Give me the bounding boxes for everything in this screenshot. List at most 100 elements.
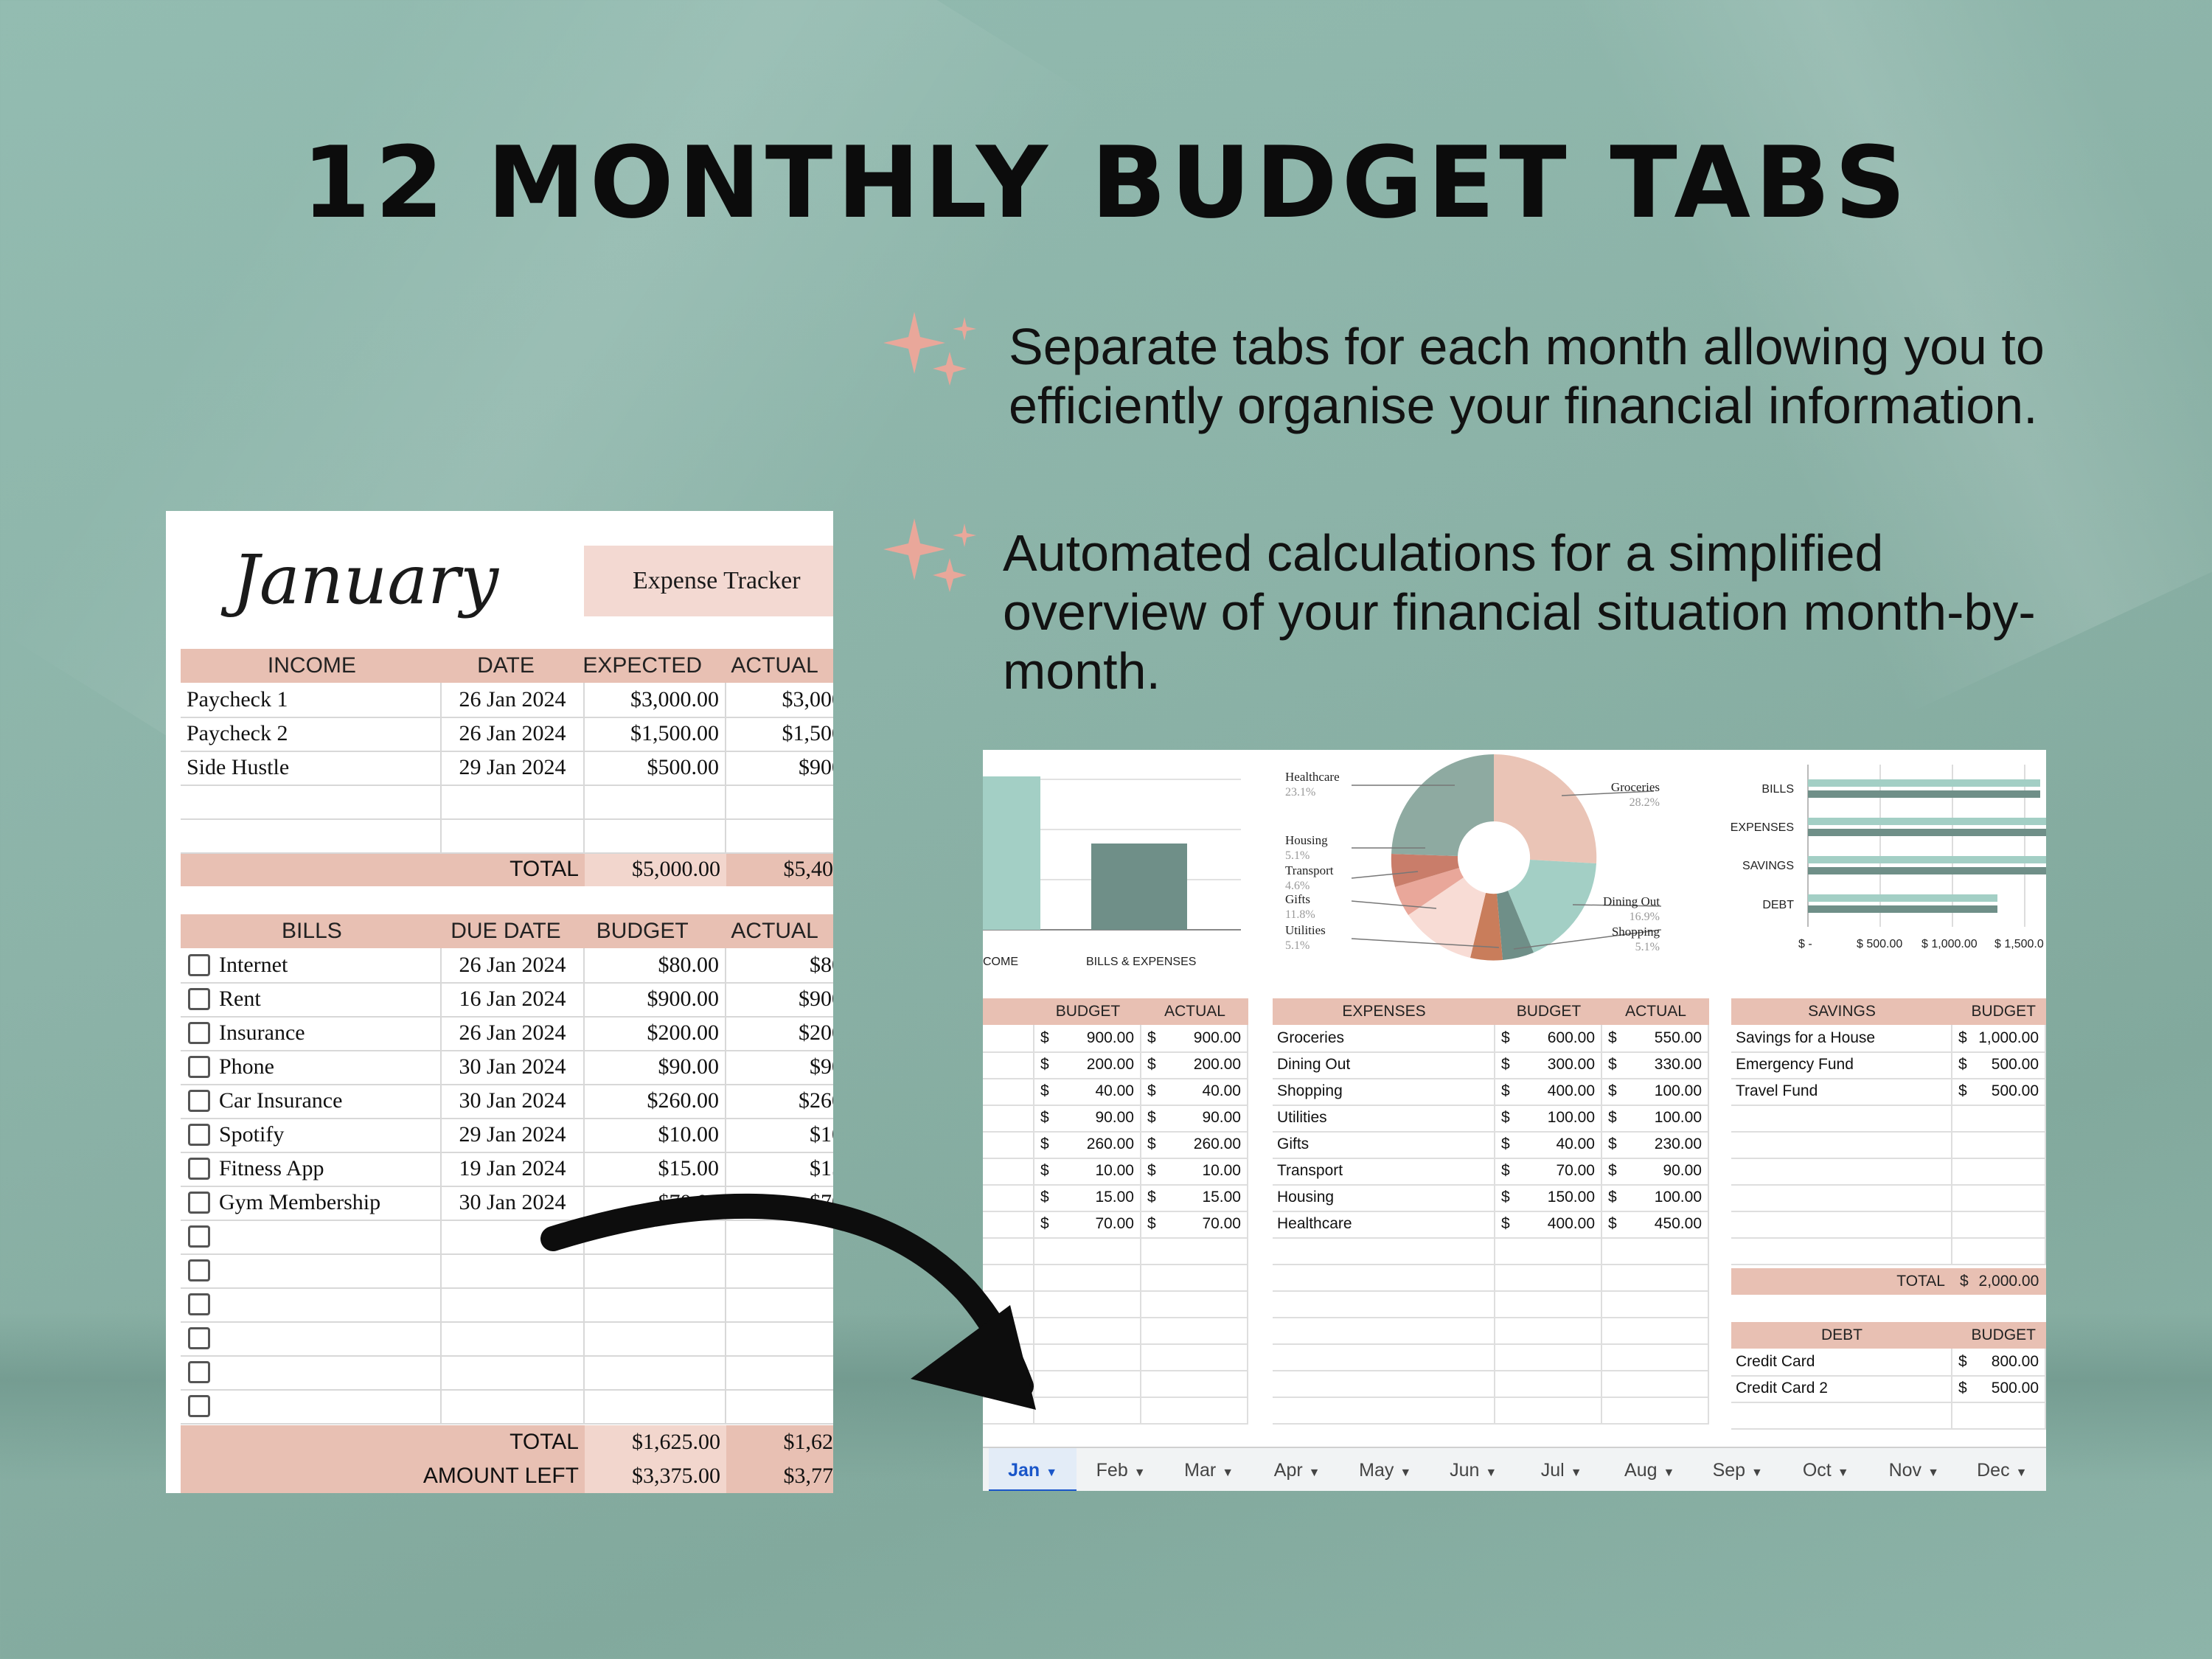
savings-row[interactable]: [1731, 1211, 2046, 1239]
dropdown-caret-icon[interactable]: ▼: [1570, 1467, 1582, 1479]
income-vs-bills-chart: COME BILLS & EXPENSES: [983, 776, 1241, 968]
debt-row[interactable]: [1731, 1402, 2046, 1430]
expense-row[interactable]: [1273, 1317, 1709, 1345]
checkbox[interactable]: [188, 1361, 210, 1384]
checkbox[interactable]: [188, 1293, 210, 1316]
expense-row[interactable]: Groceries $600.00 $550.00: [1273, 1025, 1709, 1053]
savings-row[interactable]: [1731, 1237, 2046, 1265]
bill-row[interactable]: [181, 1253, 833, 1289]
bills-row[interactable]: $200.00 $200.00: [983, 1051, 1248, 1079]
checkbox[interactable]: [188, 1056, 210, 1079]
bills-row[interactable]: $90.00 $90.00: [983, 1105, 1248, 1133]
tab-jun[interactable]: Jun ▼: [1450, 1460, 1498, 1481]
bills-row[interactable]: $900.00 $900.00: [983, 1025, 1248, 1053]
savings-row[interactable]: [1731, 1158, 2046, 1186]
dropdown-caret-icon[interactable]: ▼: [1133, 1467, 1146, 1479]
expense-row[interactable]: [1273, 1370, 1709, 1398]
savings-row[interactable]: [1731, 1184, 2046, 1212]
tab-apr[interactable]: Apr ▼: [1273, 1460, 1321, 1481]
bills-row[interactable]: [983, 1237, 1248, 1265]
checkbox[interactable]: [188, 1327, 210, 1350]
bar-label-debt: DEBT: [1762, 899, 1794, 911]
bills-row[interactable]: [983, 1290, 1248, 1318]
tab-dec[interactable]: Dec ▼: [1977, 1460, 2028, 1481]
tab-oct[interactable]: Oct ▼: [1802, 1460, 1849, 1481]
bar-tick: $ -: [1798, 938, 1812, 950]
checkbox[interactable]: [188, 1395, 210, 1418]
bill-row[interactable]: [181, 1355, 833, 1391]
bills-row[interactable]: $260.00 $260.00: [983, 1131, 1248, 1159]
tab-jan[interactable]: Jan ▼: [988, 1448, 1077, 1491]
tab-may[interactable]: May ▼: [1359, 1460, 1412, 1481]
income-row[interactable]: Paycheck 126 Jan 2024$3,000.00$3,000: [181, 683, 833, 718]
income-row[interactable]: [181, 818, 833, 854]
tab-nov[interactable]: Nov ▼: [1888, 1460, 1939, 1481]
bill-row[interactable]: [181, 1389, 833, 1425]
dropdown-caret-icon[interactable]: ▼: [1751, 1467, 1763, 1479]
expense-row[interactable]: Shopping $400.00 $100.00: [1273, 1078, 1709, 1106]
checkbox[interactable]: [188, 1124, 210, 1147]
dropdown-caret-icon[interactable]: ▼: [1663, 1467, 1675, 1479]
bill-row[interactable]: [181, 1287, 833, 1323]
tab-jul[interactable]: Jul ▼: [1540, 1460, 1582, 1481]
dropdown-caret-icon[interactable]: ▼: [1485, 1467, 1498, 1479]
dropdown-caret-icon[interactable]: ▼: [1927, 1467, 1939, 1479]
checkbox[interactable]: [188, 1259, 210, 1282]
checkbox[interactable]: [188, 1158, 210, 1180]
expense-row[interactable]: [1273, 1343, 1709, 1371]
expense-row[interactable]: Dining Out $300.00 $330.00: [1273, 1051, 1709, 1079]
checkbox[interactable]: [188, 954, 210, 977]
bills-row[interactable]: [983, 1264, 1248, 1292]
dropdown-caret-icon[interactable]: ▼: [1046, 1467, 1058, 1479]
debt-row[interactable]: Credit Card $800.00: [1731, 1349, 2046, 1377]
expense-row[interactable]: Gifts $40.00 $230.00: [1273, 1131, 1709, 1159]
bill-row[interactable]: [181, 1321, 833, 1357]
checkbox[interactable]: [188, 1022, 210, 1045]
expense-row[interactable]: [1273, 1290, 1709, 1318]
tab-aug[interactable]: Aug ▼: [1624, 1460, 1675, 1481]
expense-row[interactable]: Housing $150.00 $100.00: [1273, 1184, 1709, 1212]
tab-feb[interactable]: Feb ▼: [1096, 1460, 1146, 1481]
dropdown-caret-icon[interactable]: ▼: [1399, 1467, 1412, 1479]
dropdown-caret-icon[interactable]: ▼: [1837, 1467, 1849, 1479]
bills-row[interactable]: [983, 1343, 1248, 1371]
tab-sep[interactable]: Sep ▼: [1712, 1460, 1763, 1481]
checkbox[interactable]: [188, 1225, 210, 1248]
tab-mar[interactable]: Mar ▼: [1184, 1460, 1234, 1481]
savings-row[interactable]: [1731, 1105, 2046, 1133]
expense-row[interactable]: [1273, 1237, 1709, 1265]
checkbox[interactable]: [188, 1090, 210, 1113]
income-row[interactable]: Paycheck 226 Jan 2024$1,500.00$1,500: [181, 717, 833, 752]
savings-row[interactable]: [1731, 1131, 2046, 1159]
expense-row[interactable]: Healthcare $400.00 $450.00: [1273, 1211, 1709, 1239]
checkbox[interactable]: [188, 988, 210, 1011]
debt-row[interactable]: Credit Card 2 $500.00: [1731, 1375, 2046, 1403]
income-row[interactable]: [181, 785, 833, 820]
bills-row[interactable]: [983, 1317, 1248, 1345]
expense-row[interactable]: Transport $70.00 $90.00: [1273, 1158, 1709, 1186]
savings-row[interactable]: Travel Fund $500.00: [1731, 1078, 2046, 1106]
expense-row[interactable]: Utilities $100.00 $100.00: [1273, 1105, 1709, 1133]
bills-row[interactable]: [983, 1370, 1248, 1398]
bills-row[interactable]: $70.00 $70.00: [983, 1211, 1248, 1239]
expense-row[interactable]: [1273, 1264, 1709, 1292]
dropdown-caret-icon[interactable]: ▼: [1308, 1467, 1321, 1479]
dropdown-caret-icon[interactable]: ▼: [2015, 1467, 2028, 1479]
bills-row[interactable]: $10.00 $10.00: [983, 1158, 1248, 1186]
bills-row[interactable]: [983, 1397, 1248, 1425]
savings-row[interactable]: Emergency Fund $500.00: [1731, 1051, 2046, 1079]
dropdown-caret-icon[interactable]: ▼: [1222, 1467, 1234, 1479]
expense-row[interactable]: [1273, 1397, 1709, 1425]
bills-row[interactable]: $15.00 $15.00: [983, 1184, 1248, 1212]
checkbox[interactable]: [188, 1192, 210, 1214]
bills-row[interactable]: $40.00 $40.00: [983, 1078, 1248, 1106]
savings-row[interactable]: Savings for a House $1,000.00: [1731, 1025, 2046, 1053]
